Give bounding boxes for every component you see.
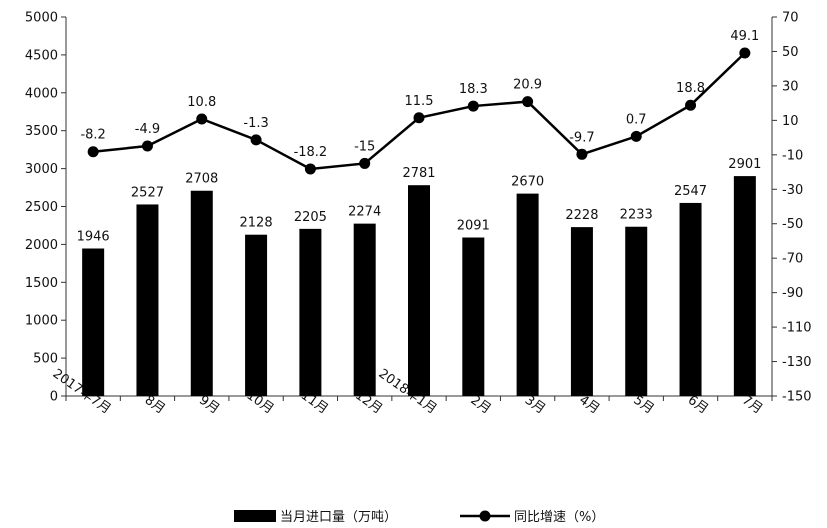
bar [625, 226, 648, 396]
y-tick-label-right: -130 [782, 355, 812, 370]
bar [299, 228, 322, 396]
line-value-label: 0.7 [626, 112, 647, 127]
legend-line-marker [479, 510, 491, 522]
y-tick-label-right: -150 [782, 390, 812, 405]
line-point [141, 140, 153, 152]
bar-value-label: 2901 [728, 157, 761, 172]
bar [408, 185, 430, 396]
y-tick-label-left: 4000 [25, 86, 58, 101]
bar-value-label: 2274 [348, 205, 381, 220]
bar-value-label: 2547 [674, 184, 707, 199]
y-tick-label-right: -10 [782, 148, 803, 163]
bar [516, 193, 539, 396]
line-path [93, 52, 746, 171]
labels-group: 1946 2527 2708 2128 2205 2274 2781 2091 2670 2228… [77, 29, 762, 244]
line-value-label: 18.3 [459, 82, 488, 97]
y-tick-label-right: -110 [782, 321, 812, 336]
bar-value-label: 2128 [240, 216, 273, 231]
y-tick-label-right: 30 [782, 79, 799, 94]
y-tick-label-left: 3500 [25, 124, 58, 139]
bar [245, 234, 268, 396]
bar [462, 237, 485, 396]
y-tick-label-left: 5000 [25, 11, 58, 26]
bar-value-label: 2527 [131, 185, 164, 200]
line-point [685, 99, 697, 111]
bar-value-label: 2781 [402, 166, 435, 181]
bars-group [82, 176, 756, 396]
line-point [522, 96, 534, 108]
line-value-label: -8.2 [80, 128, 105, 143]
legend-bar-label: 当月进口量（万吨） [280, 510, 397, 525]
line-value-label: -4.9 [135, 122, 160, 137]
line-value-label: -15 [354, 139, 375, 154]
bar [82, 248, 105, 396]
bar [679, 202, 702, 396]
y-tick-label-right: -30 [782, 183, 803, 198]
line-series-group [87, 47, 751, 175]
bar-value-label: 2233 [620, 208, 653, 223]
line-point [576, 148, 588, 160]
y-tick-label-left: 1000 [25, 314, 58, 329]
bar-value-label: 2708 [185, 172, 218, 187]
y-tick-label-left: 4500 [25, 48, 58, 63]
y-tick-label-right: -50 [782, 217, 803, 232]
y-tick-label-left: 0 [50, 390, 58, 405]
y-tick-label-left: 1500 [25, 276, 58, 291]
line-value-label: -9.7 [569, 130, 594, 145]
y-tick-label-left: 3000 [25, 162, 58, 177]
bar [190, 190, 213, 396]
bar [570, 227, 593, 396]
y-tick-label-right: -70 [782, 252, 803, 267]
y-tick-label-left: 2000 [25, 238, 58, 253]
y-tick-label-left: 500 [33, 352, 58, 367]
y-tick-label-right: -90 [782, 286, 803, 301]
y-tick-label-right: 10 [782, 114, 799, 129]
line-point [250, 134, 262, 146]
bar [136, 204, 159, 396]
line-value-label: -1.3 [243, 116, 268, 131]
y-tick-label-left: 2500 [25, 200, 58, 215]
bar [733, 176, 756, 396]
line-point [467, 100, 479, 112]
line-point [413, 112, 425, 124]
bar-value-label: 2205 [294, 210, 327, 225]
line-value-label: 49.1 [730, 29, 759, 44]
line-value-label: 20.9 [513, 78, 542, 93]
bar-value-label: 1946 [77, 229, 110, 244]
line-value-label: 18.8 [676, 81, 705, 96]
line-value-label: -18.2 [294, 145, 328, 160]
bar [353, 223, 376, 396]
line-point [304, 163, 316, 175]
legend-bar-swatch [234, 510, 276, 522]
line-point [359, 157, 371, 169]
bar-value-label: 2670 [511, 175, 544, 190]
legend-line-label: 同比增速（%） [514, 510, 604, 525]
bar-value-label: 2228 [565, 208, 598, 223]
y-tick-label-right: 50 [782, 45, 799, 60]
legend: 当月进口量（万吨） 同比增速（%） [234, 510, 604, 525]
line-point [630, 130, 642, 142]
line-value-label: 10.8 [187, 95, 216, 110]
bar-value-label: 2091 [457, 219, 490, 234]
line-point [196, 113, 208, 125]
y-tick-label-right: 70 [782, 11, 799, 26]
line-value-label: 11.5 [405, 94, 434, 109]
line-point [739, 47, 751, 59]
line-point [87, 146, 99, 158]
